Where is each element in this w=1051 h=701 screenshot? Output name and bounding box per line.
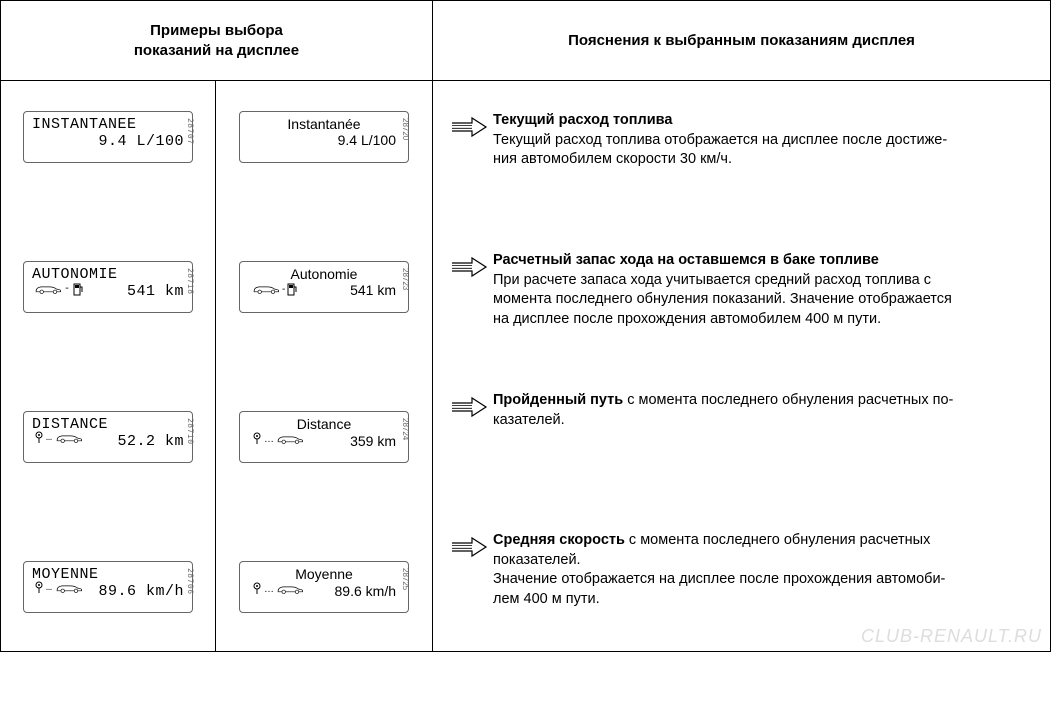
description-body: Текущий расход топлива отображается на д… <box>493 132 947 168</box>
car-icon <box>276 583 304 595</box>
column-description: Текущий расход топлива Текущий расход топ… <box>433 81 1050 651</box>
matrix-ref: 28723 <box>401 268 410 290</box>
lcd-ref: 28718 <box>185 268 194 295</box>
header-left-text: Примеры выборапоказаний на дисплее <box>134 21 299 60</box>
matrix-line2: …89.6 km/h <box>248 582 400 599</box>
description-title: Пройденный путь <box>493 392 623 408</box>
matrix-line2: - 541 km <box>248 282 400 298</box>
matrix-display: Moyenne…89.6 km/h28725 <box>239 561 409 613</box>
fuel-pump-icon <box>287 282 297 296</box>
lcd-value: 9.4 L/100 <box>98 133 184 150</box>
arrow-cell <box>443 381 493 419</box>
lcd-line2: - 541 km <box>32 283 184 300</box>
arrow-icon <box>448 535 488 559</box>
description-title: Текущий расход топлива <box>493 112 672 128</box>
matrix-ref: 28720 <box>401 118 410 140</box>
matrix-ref: 28724 <box>401 418 410 440</box>
description-title: Средняя скорость <box>493 532 625 548</box>
lcd-line1: AUTONOMIE <box>32 266 184 283</box>
manual-page: Примеры выборапоказаний на дисплее Поясн… <box>0 0 1051 652</box>
description-text: Пройденный путь с момента последнего обн… <box>493 381 1034 430</box>
description-text: Расчетный запас хода на оставшемся в бак… <box>493 241 1034 329</box>
matrix-line2: …359 km <box>248 432 400 449</box>
header-right-text: Пояснения к выбранным показаниям дисплея <box>568 32 915 49</box>
matrix-value: 359 km <box>350 433 396 449</box>
matrix-line1: Distance <box>248 416 400 432</box>
car-icon <box>276 433 304 445</box>
matrix-line1: Autonomie <box>248 266 400 282</box>
matrix-display: Distance…359 km28724 <box>239 411 409 463</box>
lcd-display: INSTANTANEE9.4 L/10028707 <box>23 111 193 163</box>
lcd-row: DISTANCE…52.2 km28710 <box>9 411 207 551</box>
matrix-display: Instantanée9.4 L/100 28720 <box>239 111 409 163</box>
car-icon <box>55 432 83 444</box>
description-text: Средняя скорость с момента последнего об… <box>493 521 1034 609</box>
matrix-ref: 28725 <box>401 568 410 590</box>
lcd-display: DISTANCE…52.2 km28710 <box>23 411 193 463</box>
description-title: Расчетный запас хода на оставшемся в бак… <box>493 252 879 268</box>
table-body: INSTANTANEE9.4 L/10028707AUTONOMIE- 541 … <box>1 81 1050 651</box>
arrow-icon <box>448 115 488 139</box>
matrix-row: Distance…359 km28724 <box>224 411 424 551</box>
lcd-line2: 9.4 L/100 <box>32 133 184 150</box>
lcd-row: INSTANTANEE9.4 L/10028707 <box>9 111 207 251</box>
description-row: Текущий расход топлива Текущий расход топ… <box>443 101 1034 241</box>
lcd-display: MOYENNE…89.6 km/h28706 <box>23 561 193 613</box>
matrix-row: Autonomie- 541 km28723 <box>224 261 424 401</box>
lcd-row: AUTONOMIE- 541 km28718 <box>9 261 207 401</box>
lcd-value: 541 km <box>127 283 184 300</box>
description-row: Средняя скорость с момента последнего об… <box>443 521 1034 661</box>
lcd-line1: INSTANTANEE <box>32 116 184 133</box>
map-pin-icon <box>34 581 44 595</box>
header-examples: Примеры выборапоказаний на дисплее <box>1 1 433 80</box>
lcd-value: 52.2 km <box>117 433 184 450</box>
table-header: Примеры выборапоказаний на дисплее Поясн… <box>1 1 1050 81</box>
lcd-ref: 28707 <box>185 118 194 145</box>
lcd-row: MOYENNE…89.6 km/h28706 <box>9 561 207 701</box>
description-row: Расчетный запас хода на оставшемся в бак… <box>443 241 1034 381</box>
header-explanations: Пояснения к выбранным показаниям дисплея <box>433 1 1050 80</box>
map-pin-icon <box>252 582 262 596</box>
matrix-line1: Instantanée <box>248 116 400 132</box>
matrix-line1: Moyenne <box>248 566 400 582</box>
description-row: Пройденный путь с момента последнего обн… <box>443 381 1034 521</box>
fuel-pump-icon <box>73 282 83 296</box>
matrix-row: Moyenne…89.6 km/h28725 <box>224 561 424 701</box>
arrow-cell <box>443 521 493 559</box>
lcd-ref: 28706 <box>185 568 194 595</box>
arrow-icon <box>448 255 488 279</box>
matrix-row: Instantanée9.4 L/100 28720 <box>224 111 424 251</box>
car-icon <box>34 283 62 295</box>
map-pin-icon <box>34 431 44 445</box>
lcd-line2: …89.6 km/h <box>32 583 184 600</box>
lcd-display: AUTONOMIE- 541 km28718 <box>23 261 193 313</box>
matrix-value: 541 km <box>350 282 396 298</box>
matrix-display: Autonomie- 541 km28723 <box>239 261 409 313</box>
matrix-line2: 9.4 L/100 <box>248 132 400 148</box>
arrow-icon <box>448 395 488 419</box>
lcd-ref: 28710 <box>185 418 194 445</box>
matrix-value: 89.6 km/h <box>335 583 396 599</box>
description-body: При расчете запаса хода учитывается сред… <box>493 272 952 327</box>
map-pin-icon <box>252 432 262 446</box>
arrow-cell <box>443 241 493 279</box>
matrix-value: 9.4 L/100 <box>338 132 396 148</box>
car-icon <box>55 582 83 594</box>
arrow-cell <box>443 101 493 139</box>
lcd-value: 89.6 km/h <box>98 583 184 600</box>
description-text: Текущий расход топлива Текущий расход топ… <box>493 101 1034 170</box>
column-matrix-display: Instantanée9.4 L/100 28720 Autonomie- 541 … <box>216 81 433 651</box>
lcd-line2: …52.2 km <box>32 433 184 450</box>
car-icon <box>252 283 280 295</box>
column-lcd-display: INSTANTANEE9.4 L/10028707 AUTONOMIE- 541 … <box>1 81 216 651</box>
